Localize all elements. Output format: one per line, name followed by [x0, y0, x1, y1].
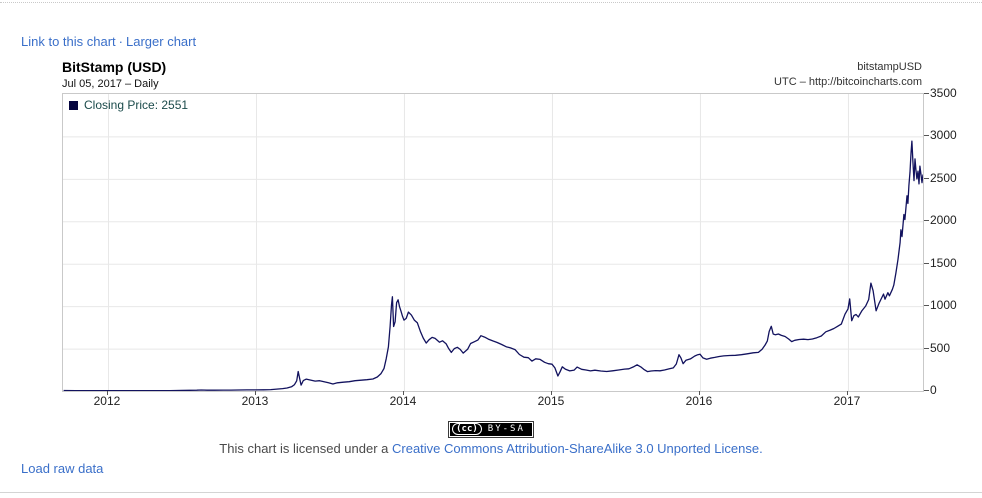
y-axis-label: 1000: [930, 298, 957, 313]
y-axis-tick: [924, 390, 929, 391]
x-axis-label: 2015: [537, 394, 565, 408]
price-line: [63, 140, 923, 391]
y-axis-label: 2000: [930, 213, 957, 228]
link-to-this-chart-link[interactable]: Link to this chart: [21, 34, 116, 49]
legend-label: Closing Price: 2551: [84, 98, 189, 112]
legend-swatch-icon: [69, 100, 78, 110]
load-raw-data: Load raw data: [21, 461, 103, 476]
bottom-divider: [0, 492, 982, 493]
license-text: This chart is licensed under a Creative …: [0, 441, 982, 456]
cc-by-sa-badge[interactable]: (cc) BY-SA: [448, 420, 534, 438]
x-axis-tick: [550, 391, 552, 395]
y-axis-tick: [924, 177, 929, 179]
y-axis-label: 3000: [930, 128, 957, 143]
x-axis-label: 2012: [93, 394, 121, 408]
top-links: Link to this chart · Larger chart: [21, 34, 196, 49]
larger-chart-link[interactable]: Larger chart: [126, 34, 197, 49]
y-axis-tick: [924, 93, 929, 94]
load-raw-data-link[interactable]: Load raw data: [21, 461, 104, 476]
cc-badge-label: BY-SA: [487, 424, 525, 434]
top-divider: [0, 2, 982, 3]
license-section: (cc) BY-SA This chart is licensed under …: [0, 418, 982, 456]
chart-subtitle: Jul 05, 2017 – Daily: [62, 78, 159, 90]
price-chart-canvas: [63, 94, 923, 391]
y-axis-tick: [924, 135, 929, 137]
x-axis-tick: [106, 391, 108, 395]
x-axis-tick: [254, 391, 256, 395]
x-axis-label: 2016: [685, 394, 713, 408]
x-axis-label: 2014: [389, 394, 417, 408]
chart-title: BitStamp (USD): [62, 59, 167, 75]
license-link[interactable]: Creative Commons Attribution-ShareAlike …: [392, 440, 763, 456]
y-axis-tick: [924, 347, 929, 349]
y-axis-tick: [924, 305, 929, 307]
y-axis-label: 2500: [930, 170, 957, 185]
x-axis-tick: [846, 391, 848, 395]
y-axis-tick: [924, 262, 929, 264]
price-chart-plot-area: Closing Price: 2551: [62, 93, 924, 392]
x-axis-label: 2013: [241, 394, 269, 408]
cc-logo-icon: (cc): [452, 423, 482, 435]
chart-legend: Closing Price: 2551: [69, 98, 188, 112]
x-axis-label: 2017: [833, 394, 861, 408]
x-axis-tick: [402, 391, 404, 395]
y-axis-label: 0: [930, 383, 937, 397]
x-axis-tick: [698, 391, 700, 395]
link-separator: ·: [118, 34, 123, 49]
license-prefix: This chart is licensed under a: [219, 440, 392, 456]
chart-header-right: bitstampUSD UTC – http://bitcoincharts.c…: [774, 60, 922, 90]
y-axis-label: 500: [930, 340, 951, 355]
symbol-label: bitstampUSD: [857, 61, 922, 73]
y-axis-tick: [924, 220, 929, 222]
y-axis-label: 1500: [930, 255, 957, 270]
y-axis-label: 3500: [930, 86, 957, 100]
source-label: UTC – http://bitcoincharts.com: [774, 76, 922, 88]
